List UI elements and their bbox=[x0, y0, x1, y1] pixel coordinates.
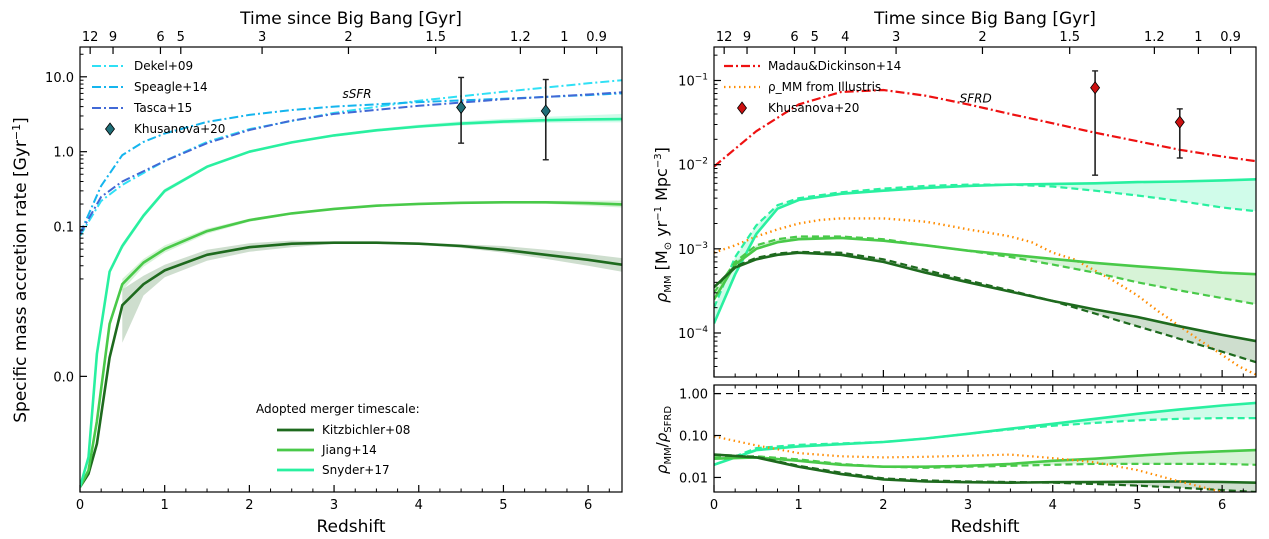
left-panel: 0 1 2 3 4 5 60.00.11.010.012 9 6 5 3 2 1.5 1.2 1 0.9 Ti… bbox=[10, 9, 623, 537]
legend-marker-khusanova20 bbox=[737, 101, 747, 115]
right-top-tick-label: 6 bbox=[790, 30, 798, 45]
right-top-y-tick-label: 10−2 bbox=[678, 157, 708, 174]
right-top-tick-label: 5 bbox=[811, 30, 819, 45]
left-top-tick-label: 1.2 bbox=[510, 30, 531, 45]
legend-label: Khusanova+20 bbox=[134, 122, 225, 136]
legend-marker-khusanova-20 bbox=[105, 122, 115, 136]
right-sfrd-annotation: SFRD bbox=[960, 91, 992, 105]
left-y-tick-label: 0.0 bbox=[53, 370, 74, 385]
legend-label: ρ_MM from Illustris bbox=[768, 80, 881, 94]
right-khusanova-point bbox=[1174, 115, 1185, 129]
left-top-tick-label: 0.9 bbox=[586, 30, 607, 45]
legend-label: Madau&Dickinson+14 bbox=[768, 59, 901, 73]
left-top-tick-label: 12 bbox=[82, 30, 99, 45]
series-tasca-15 bbox=[80, 91, 622, 235]
right-top-tick-label: 12 bbox=[716, 30, 733, 45]
left-khusanova-point bbox=[456, 100, 467, 115]
right-top-tick-label: 1 bbox=[1194, 30, 1202, 45]
right-bottom-plot-frame bbox=[713, 384, 1257, 493]
series-speagle-14 bbox=[80, 92, 622, 235]
right-top-tick-label: 1.2 bbox=[1144, 30, 1165, 45]
right-top-y-tick-label: 10−1 bbox=[678, 72, 708, 89]
left-top-tick-label: 5 bbox=[177, 30, 185, 45]
left-x-tick-label: 2 bbox=[245, 498, 253, 513]
series-snyder-17-solid- bbox=[714, 178, 1256, 324]
legend-label: Jiang+14 bbox=[321, 443, 377, 457]
series-jiang-14 bbox=[80, 201, 622, 488]
right-x-tick-label: 5 bbox=[1133, 498, 1141, 513]
left-y-tick-label: 0.1 bbox=[53, 221, 74, 236]
series-kitzbichler-08 bbox=[80, 241, 622, 488]
left-y-tick-label: 1.0 bbox=[53, 146, 74, 161]
right-khusanova-point bbox=[1090, 81, 1101, 95]
right-bottom-y-tick-label: 1.00 bbox=[679, 388, 708, 403]
left-x-tick-label: 6 bbox=[584, 498, 592, 513]
right-x-tick-label: 0 bbox=[710, 498, 718, 513]
ratio-snyder-17-dashed- bbox=[714, 417, 1256, 466]
right-bottom-y-axis-title: ρMM/ρSFRD bbox=[653, 406, 674, 474]
band-snyder17 bbox=[714, 179, 1256, 324]
left-legend-bottom: Adopted merger timescale: Kitzbichler+08 J… bbox=[256, 402, 420, 477]
right-top-y-axis-title: ρMM [M⊙ yr−1 Mpc−3] bbox=[652, 147, 674, 303]
right-top-tick-label: 9 bbox=[743, 30, 751, 45]
right-x-tick-label: 4 bbox=[1049, 498, 1057, 513]
left-x-tick-label: 3 bbox=[330, 498, 338, 513]
right-x-tick-label: 6 bbox=[1218, 498, 1226, 513]
right-top-y-tick-label: 10−4 bbox=[678, 325, 708, 342]
left-y-axis-title: Specific mass accretion rate [Gyr−1] bbox=[10, 117, 31, 422]
series-kitzbichler-08-dashed- bbox=[714, 250, 1256, 364]
right-x-tick-label: 1 bbox=[795, 498, 803, 513]
left-top-tick-label: 9 bbox=[109, 30, 117, 45]
ratio-kitzbichler-08-dashed- bbox=[714, 453, 1256, 492]
right-top-tick-label: 4 bbox=[841, 30, 849, 45]
legend-label: Tasca+15 bbox=[133, 101, 192, 115]
left-x-tick-label: 5 bbox=[499, 498, 507, 513]
left-top-tick-label: 3 bbox=[258, 30, 266, 45]
left-khusanova-point bbox=[540, 104, 551, 118]
right-bottom-y-tick-label: 0.10 bbox=[679, 430, 708, 445]
series--mm-from-illustris bbox=[714, 217, 1256, 376]
band-jiang-14 bbox=[122, 200, 622, 291]
ratio-jiang-14-dashed- bbox=[714, 455, 1256, 469]
series-snyder-17 bbox=[80, 117, 622, 488]
left-top-tick-label: 6 bbox=[156, 30, 164, 45]
band-jiang14 bbox=[714, 236, 1256, 305]
series-jiang-14-dashed- bbox=[714, 235, 1256, 306]
legend-label: Speagle+14 bbox=[134, 80, 208, 94]
legend-label: Snyder+17 bbox=[322, 463, 390, 477]
right-top-y-tick-label: 10−3 bbox=[678, 241, 708, 258]
right-top-tick-label: 1.5 bbox=[1059, 30, 1080, 45]
series-kitzbichler-08-solid- bbox=[714, 251, 1256, 343]
right-x-tick-label: 2 bbox=[879, 498, 887, 513]
left-top-tick-label: 2 bbox=[344, 30, 352, 45]
right-x-tick-label: 3 bbox=[964, 498, 972, 513]
legend-label: Dekel+09 bbox=[134, 59, 193, 73]
legend-label: Kitzbichler+08 bbox=[322, 423, 410, 437]
legend-title: Adopted merger timescale: bbox=[256, 402, 420, 416]
ratio-jiang-14-solid- bbox=[714, 448, 1256, 468]
right-top-tick-label: 3 bbox=[892, 30, 900, 45]
right-top-axis-title: Time since Big Bang [Gyr] bbox=[873, 9, 1096, 29]
left-x-tick-label: 0 bbox=[76, 498, 84, 513]
left-top-tick-label: 1 bbox=[560, 30, 568, 45]
left-y-tick-label: 10.0 bbox=[45, 71, 74, 86]
right-x-axis-title: Redshift bbox=[950, 517, 1019, 537]
right-legend: Madau&Dickinson+14 ρ_MM from Illustris Khu… bbox=[724, 59, 901, 115]
legend-label: Khusanova+20 bbox=[768, 101, 859, 115]
right-top-plot-frame bbox=[713, 46, 1257, 378]
left-x-tick-label: 4 bbox=[415, 498, 423, 513]
left-legend-top: Dekel+09 Speagle+14 Tasca+15 Khusanova+20 bbox=[92, 59, 225, 136]
left-plot-frame bbox=[79, 46, 623, 493]
right-top-tick-label: 2 bbox=[978, 30, 986, 45]
right-top-tick-label: 0.9 bbox=[1220, 30, 1241, 45]
left-top-tick-label: 1.5 bbox=[425, 30, 446, 45]
left-top-axis-title: Time since Big Bang [Gyr] bbox=[239, 9, 462, 29]
left-x-axis-title: Redshift bbox=[316, 517, 385, 537]
left-ssfr-annotation: sSFR bbox=[343, 87, 372, 101]
ratio-band-snyder17 bbox=[714, 402, 1256, 465]
right-bottom-y-tick-label: 0.01 bbox=[679, 471, 708, 486]
left-x-tick-label: 1 bbox=[161, 498, 169, 513]
